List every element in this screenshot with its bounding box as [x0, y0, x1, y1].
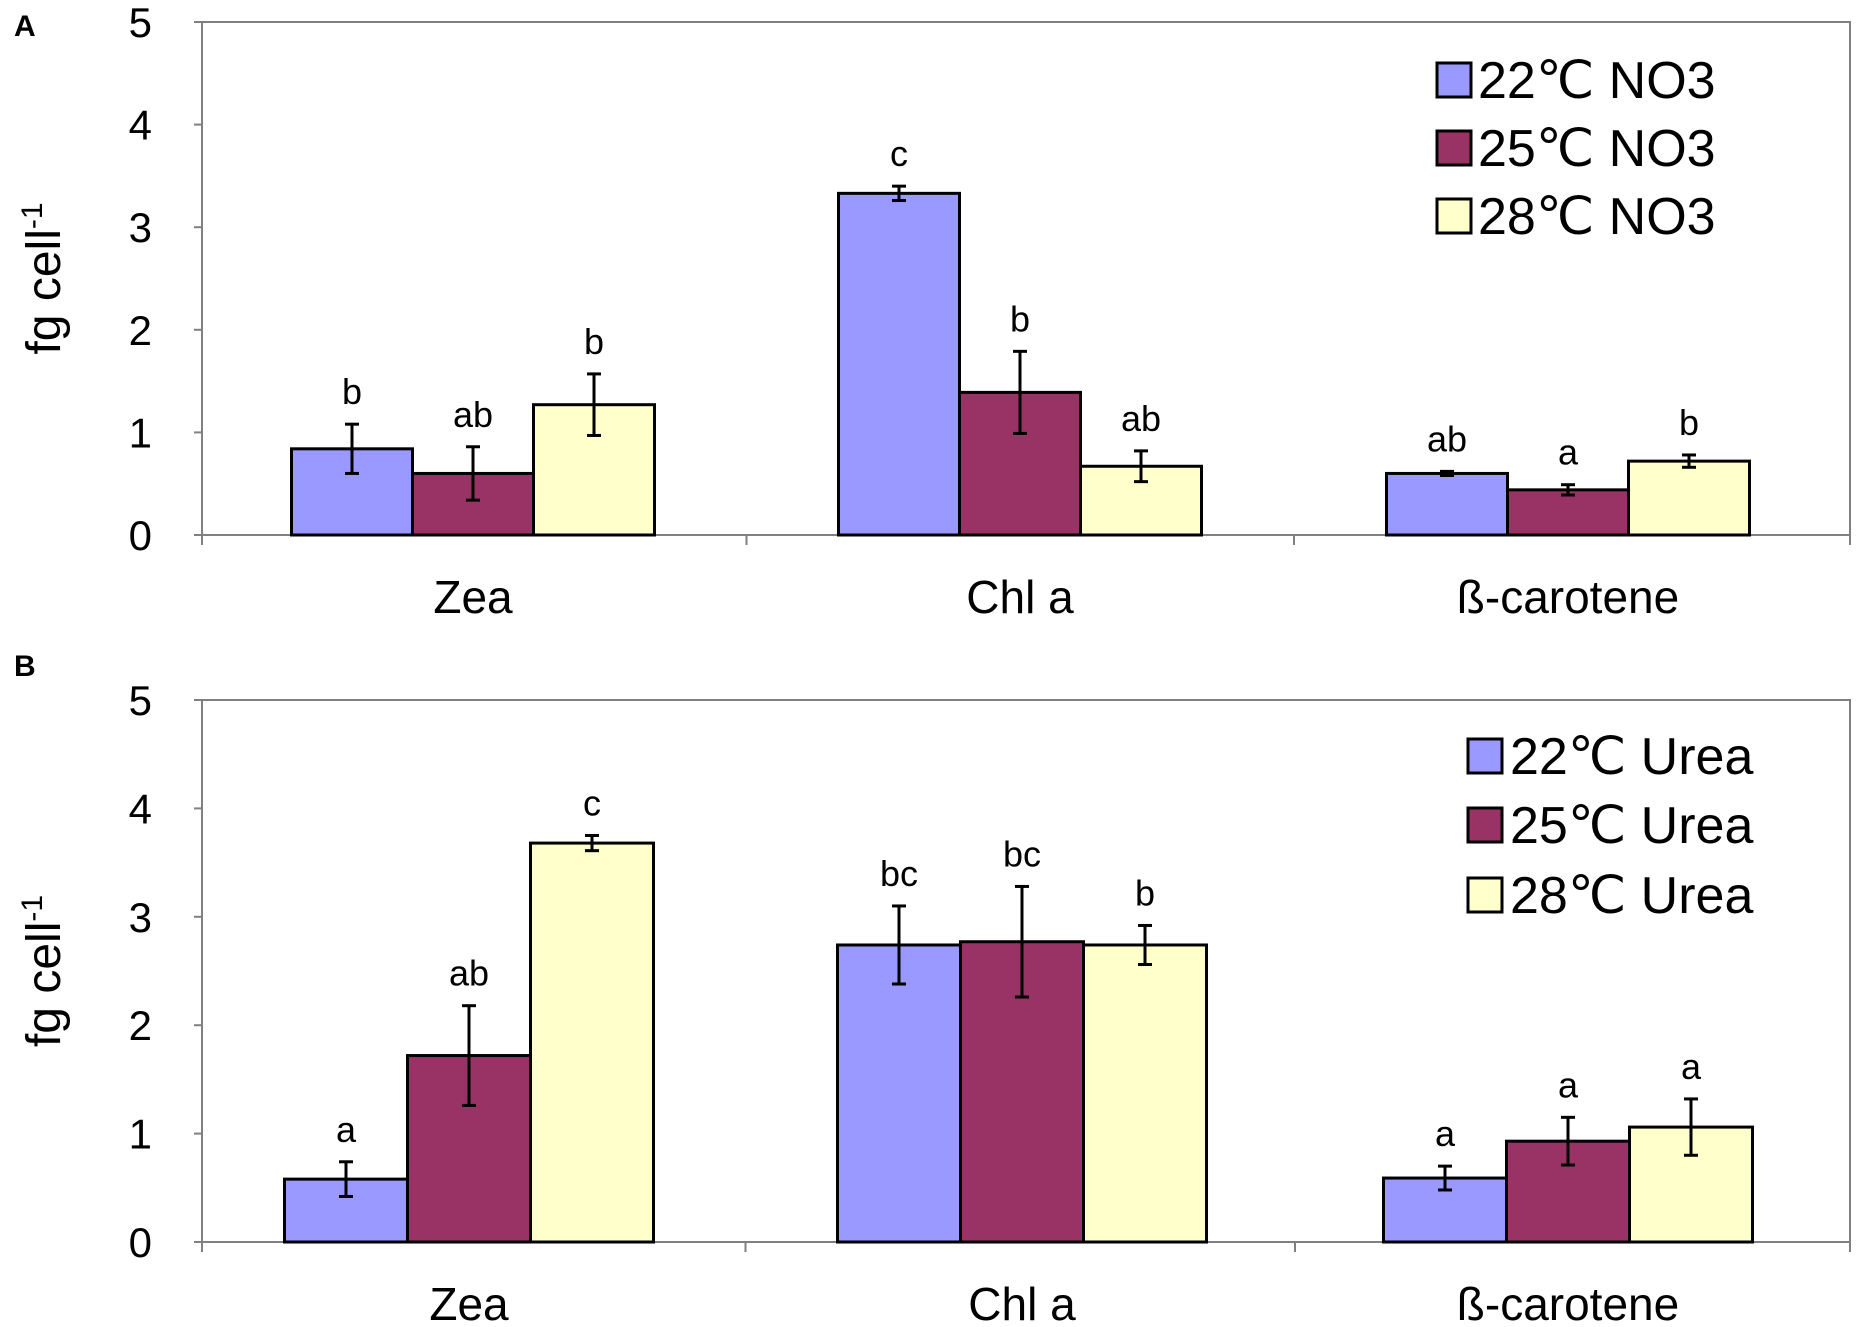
x-category-label: Chl a: [968, 1278, 1076, 1327]
y-tick-label: 5: [129, 677, 152, 724]
legend-swatch: [1435, 61, 1473, 99]
y-tick-label: 2: [129, 307, 152, 354]
legend: 22℃ Urea 25℃ Urea 28℃ Urea: [1466, 728, 1753, 925]
significance-label: a: [336, 1109, 357, 1150]
x-category-label: ß-carotene: [1457, 1278, 1679, 1327]
significance-label: ab: [453, 394, 493, 435]
legend-label: 25℃ Urea: [1510, 797, 1753, 855]
panel-letter: A: [14, 10, 36, 43]
significance-label: ab: [1121, 398, 1161, 439]
significance-label: a: [1435, 1113, 1456, 1154]
y-tick-label: 4: [129, 102, 152, 149]
significance-label: bc: [1003, 833, 1041, 874]
bar: [1627, 459, 1751, 537]
significance-label: b: [342, 371, 362, 412]
y-tick-label: 3: [129, 894, 152, 941]
legend-label: 22℃ Urea: [1510, 728, 1753, 786]
legend-label: 25℃ NO3: [1478, 120, 1716, 178]
significance-label: b: [1135, 872, 1155, 913]
chart-panel-b: B 0 1 2 3 4 5 fg cell-1 a bc a ab bc a c b a Zea Chl a ß-ca…: [14, 650, 1851, 1327]
y-tick-label: 1: [129, 1111, 152, 1158]
significance-label: a: [1681, 1046, 1702, 1087]
legend-swatch: [1435, 197, 1473, 235]
bar: [1506, 488, 1630, 537]
y-tick-label: 0: [129, 1219, 152, 1266]
significance-label: ab: [1427, 418, 1467, 459]
significance-label: a: [1558, 432, 1579, 473]
y-axis-label-main: fg cell: [18, 922, 71, 1047]
significance-label: b: [584, 321, 604, 362]
panel-letter: B: [14, 650, 36, 683]
significance-label: c: [890, 133, 908, 174]
significance-label: a: [1558, 1064, 1579, 1105]
legend-label: 28℃ NO3: [1478, 188, 1716, 246]
y-tick-label: 5: [129, 0, 152, 46]
bar: [411, 471, 535, 537]
y-tick-label: 0: [129, 512, 152, 559]
y-axis-label-superscript: -1: [16, 895, 49, 922]
legend: 22℃ NO3 25℃ NO3 28℃ NO3: [1435, 52, 1716, 246]
y-tick-label: 1: [129, 409, 152, 456]
x-category-label: Chl a: [966, 571, 1074, 623]
x-category-label: ß-carotene: [1457, 571, 1679, 623]
y-tick-label: 3: [129, 204, 152, 251]
bar: [1385, 471, 1509, 537]
y-axis-label: fg cell-1: [16, 202, 71, 354]
bar: [837, 191, 961, 537]
legend-swatch: [1466, 876, 1504, 914]
legend-swatch: [1466, 737, 1504, 775]
significance-label: bc: [880, 853, 918, 894]
y-axis-label: fg cell-1: [16, 895, 71, 1047]
legend-label: 22℃ NO3: [1478, 52, 1716, 110]
significance-label: ab: [449, 953, 489, 994]
bar: [836, 943, 962, 1244]
x-category-label: Zea: [433, 571, 513, 623]
legend-label: 28℃ Urea: [1510, 867, 1753, 925]
legend-swatch: [1435, 129, 1473, 167]
x-category-label: Zea: [429, 1278, 509, 1327]
significance-label: b: [1010, 298, 1030, 339]
y-tick-label: 4: [129, 785, 152, 832]
bar: [1082, 943, 1208, 1244]
significance-label: c: [583, 783, 601, 824]
significance-label: b: [1679, 402, 1699, 443]
y-axis-label-main: fg cell: [18, 229, 71, 354]
y-tick-label: 2: [129, 1002, 152, 1049]
y-axis-label-superscript: -1: [16, 202, 49, 229]
legend-swatch: [1466, 806, 1504, 844]
bar: [529, 841, 655, 1244]
